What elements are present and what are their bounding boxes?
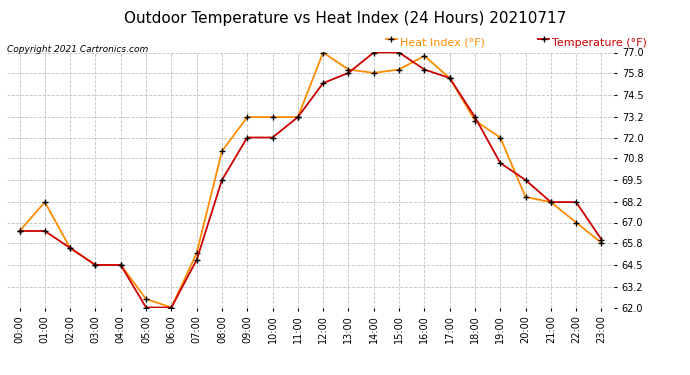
Temperature (°F) <box>471 115 479 119</box>
Heat Index (°F) <box>420 54 428 58</box>
Temperature (°F) <box>91 263 99 267</box>
Text: Copyright 2021 Cartronics.com: Copyright 2021 Cartronics.com <box>7 45 148 54</box>
Temperature (°F) <box>167 305 175 310</box>
Temperature (°F) <box>546 200 555 204</box>
Heat Index (°F) <box>268 115 277 119</box>
Temperature (°F) <box>142 305 150 310</box>
Temperature (°F) <box>66 246 75 250</box>
Line: Heat Index (°F): Heat Index (°F) <box>16 49 605 311</box>
Heat Index (°F) <box>15 229 23 233</box>
Heat Index (°F) <box>319 50 327 55</box>
Temperature (°F) <box>420 67 428 72</box>
Heat Index (°F) <box>91 263 99 267</box>
Temperature (°F) <box>294 115 302 119</box>
Temperature (°F) <box>572 200 580 204</box>
Temperature (°F) <box>344 70 353 75</box>
Heat Index (°F) <box>167 305 175 310</box>
Heat Index (°F) <box>66 246 75 250</box>
Heat Index (°F) <box>243 115 251 119</box>
Heat Index (°F) <box>471 118 479 123</box>
Heat Index (°F) <box>522 195 530 199</box>
Heat Index (°F) <box>294 115 302 119</box>
Temperature (°F) <box>243 135 251 140</box>
Temperature (°F) <box>193 258 201 262</box>
Temperature (°F) <box>522 178 530 182</box>
Temperature (°F) <box>395 50 403 55</box>
Text: Temperature (°F): Temperature (°F) <box>552 38 647 48</box>
Heat Index (°F) <box>344 67 353 72</box>
Heat Index (°F) <box>370 70 378 75</box>
Heat Index (°F) <box>546 200 555 204</box>
Text: Heat Index (°F): Heat Index (°F) <box>400 38 485 48</box>
Heat Index (°F) <box>117 263 125 267</box>
Temperature (°F) <box>496 161 504 165</box>
Heat Index (°F) <box>446 76 454 80</box>
Heat Index (°F) <box>496 135 504 140</box>
Heat Index (°F) <box>572 220 580 225</box>
Temperature (°F) <box>446 76 454 80</box>
Text: Outdoor Temperature vs Heat Index (24 Hours) 20210717: Outdoor Temperature vs Heat Index (24 Ho… <box>124 11 566 26</box>
Line: Temperature (°F): Temperature (°F) <box>16 49 605 311</box>
Temperature (°F) <box>370 50 378 55</box>
Temperature (°F) <box>41 229 49 233</box>
Heat Index (°F) <box>193 251 201 255</box>
Heat Index (°F) <box>142 297 150 301</box>
Temperature (°F) <box>117 263 125 267</box>
Heat Index (°F) <box>395 67 403 72</box>
Temperature (°F) <box>15 229 23 233</box>
Temperature (°F) <box>268 135 277 140</box>
Heat Index (°F) <box>41 200 49 204</box>
Temperature (°F) <box>319 81 327 86</box>
Temperature (°F) <box>598 237 606 242</box>
Heat Index (°F) <box>218 149 226 153</box>
Heat Index (°F) <box>598 241 606 245</box>
Temperature (°F) <box>218 178 226 182</box>
